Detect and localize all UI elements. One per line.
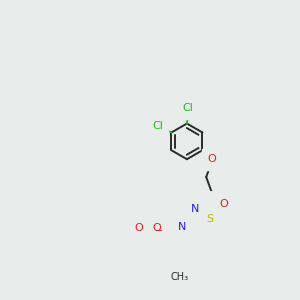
Text: S: S	[206, 214, 213, 224]
Text: O: O	[152, 223, 161, 233]
Text: N: N	[178, 222, 186, 232]
Text: N: N	[190, 204, 199, 214]
Text: O: O	[208, 154, 216, 164]
Text: Cl: Cl	[183, 103, 194, 113]
Text: +: +	[147, 220, 154, 229]
Text: H: H	[187, 200, 195, 210]
Text: O: O	[219, 199, 228, 209]
Text: H: H	[175, 218, 182, 228]
Text: O: O	[134, 223, 143, 233]
Text: N: N	[143, 223, 152, 233]
Text: CH₃: CH₃	[170, 272, 188, 282]
Text: −: −	[155, 226, 163, 236]
Text: Cl: Cl	[152, 121, 163, 131]
